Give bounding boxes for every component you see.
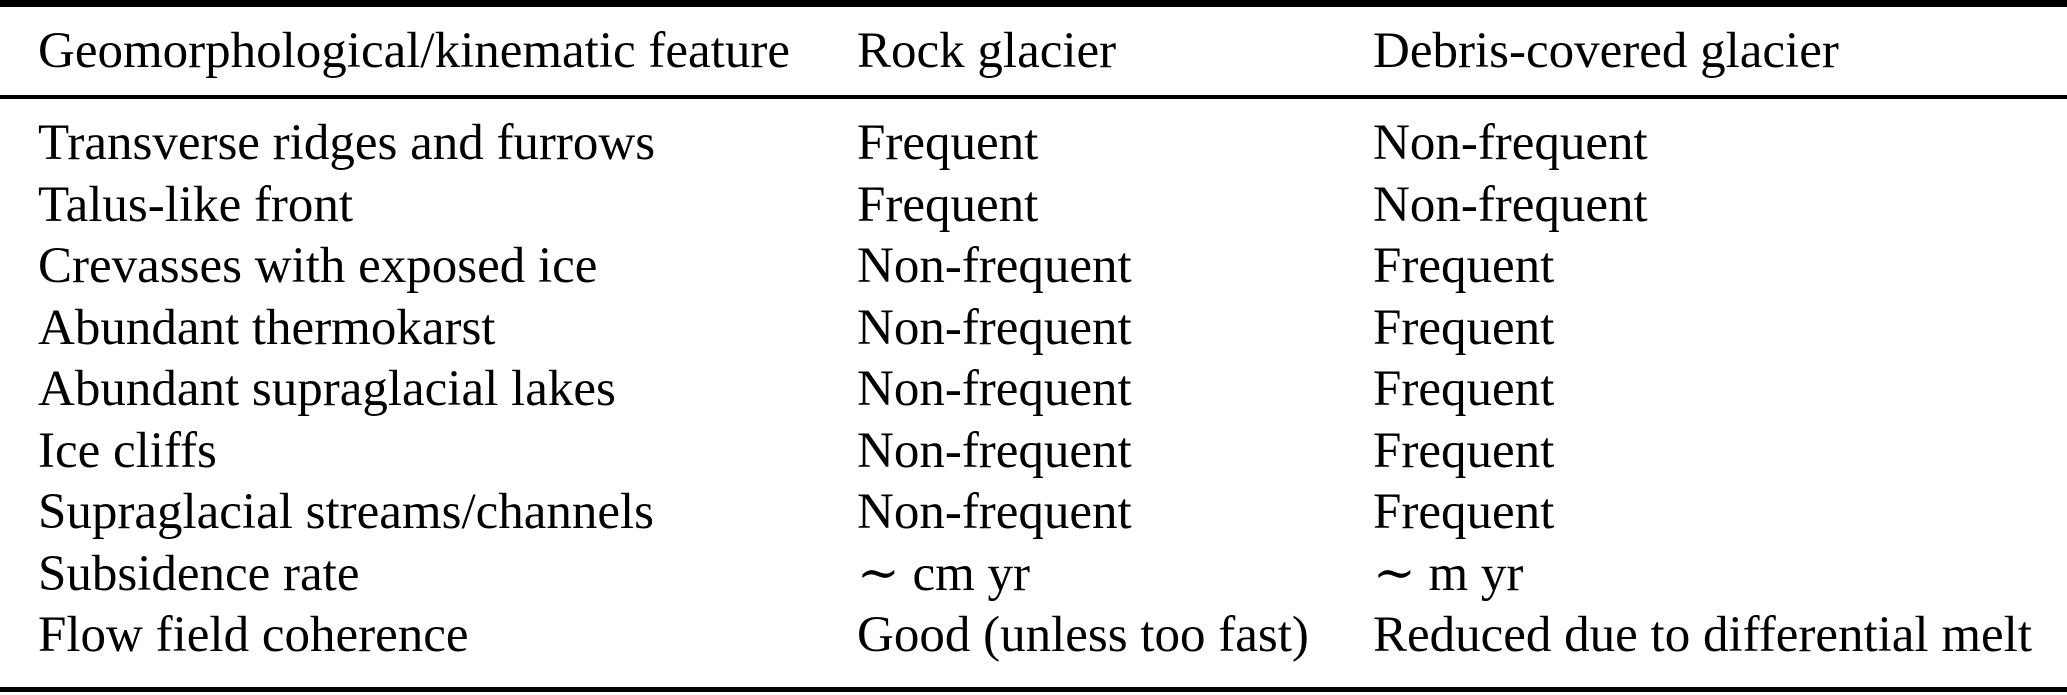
cell-debris-glacier-value: Frequent [1373, 422, 1555, 479]
cell-rock-glacier-value: Frequent [857, 176, 1039, 233]
cell-rock-glacier-value: Good (unless too fast) [857, 607, 1309, 664]
cell-feature: Ice cliffs [38, 422, 217, 479]
cell-feature: Crevasses with exposed ice [38, 238, 598, 295]
table-body: Transverse ridges and furrows Frequent N… [0, 99, 2067, 667]
cell-rock-glacier-value: Non-frequent [857, 238, 1132, 295]
cell-rock-glacier-value: Non-frequent [857, 422, 1132, 479]
cell-rock-glacier-value: Non-frequent [857, 361, 1132, 418]
column-header-debris-covered-glacier: Debris-covered glacier [1373, 22, 1839, 79]
cell-debris-glacier-value: Frequent [1373, 361, 1555, 418]
cell-feature: Talus-like front [38, 176, 354, 233]
cell-feature: Abundant supraglacial lakes [38, 361, 616, 418]
cell-debris-glacier-value: Non-frequent [1373, 115, 1648, 172]
cell-feature: Transverse ridges and furrows [38, 115, 656, 172]
table-row: Transverse ridges and furrows Frequent N… [0, 113, 2067, 175]
cell-debris-glacier-value: Frequent [1373, 484, 1555, 541]
cell-feature: Flow field coherence [38, 607, 469, 664]
table-header-rule [0, 95, 2067, 99]
table-row: Flow field coherence Good (unless too fa… [0, 605, 2067, 667]
cell-debris-glacier-value: Frequent [1373, 299, 1555, 356]
cell-rock-glacier-value: Non-frequent [857, 484, 1132, 541]
table-row: Ice cliffs Non-frequent Frequent [0, 421, 2067, 483]
cell-rock-glacier-value: ∼ cm yr [857, 545, 1031, 602]
column-header-feature: Geomorphological/kinematic feature [38, 22, 790, 79]
cell-rock-glacier-value: Frequent [857, 115, 1039, 172]
column-header-rock-glacier: Rock glacier [857, 22, 1117, 79]
table-row: Abundant thermokarst Non-frequent Freque… [0, 298, 2067, 360]
table-row: Subsidence rate ∼ cm yr ∼ m yr [0, 544, 2067, 606]
cell-debris-glacier-value: ∼ m yr [1373, 545, 1524, 602]
table-header-row: Geomorphological/kinematic feature Rock … [0, 7, 2067, 95]
cell-debris-glacier-value: Reduced due to differential melt [1373, 607, 2032, 664]
table-top-rule [0, 0, 2067, 7]
table-bottom-rule [0, 687, 2067, 692]
cell-feature: Subsidence rate [38, 545, 360, 602]
table-row: Abundant supraglacial lakes Non-frequent… [0, 359, 2067, 421]
table-row: Crevasses with exposed ice Non-frequent … [0, 236, 2067, 298]
cell-debris-glacier-value: Non-frequent [1373, 176, 1648, 233]
table-row: Talus-like front Frequent Non-frequent [0, 175, 2067, 237]
cell-rock-glacier-value: Non-frequent [857, 299, 1132, 356]
cell-debris-glacier-value: Frequent [1373, 238, 1555, 295]
cell-feature: Supraglacial streams/channels [38, 484, 655, 541]
cell-feature: Abundant thermokarst [38, 299, 496, 356]
table-row: Supraglacial streams/channels Non-freque… [0, 482, 2067, 544]
